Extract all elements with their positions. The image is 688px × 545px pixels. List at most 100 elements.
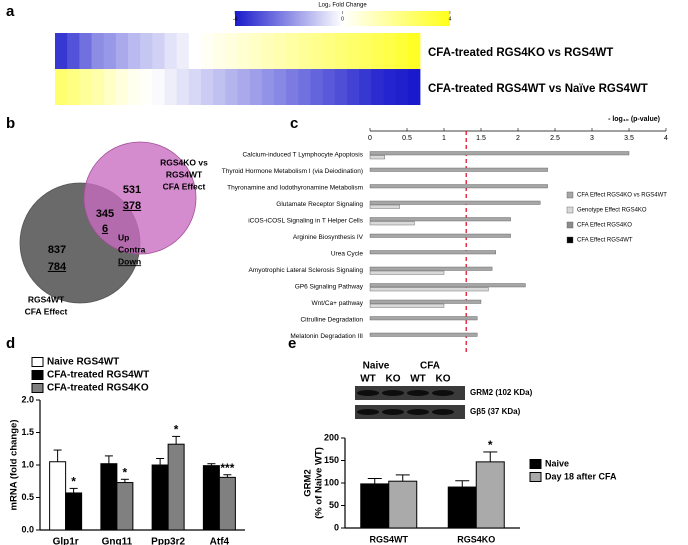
significance: * <box>488 438 493 452</box>
blot-band <box>357 409 379 415</box>
x-tick-label: Atf4 <box>210 537 230 545</box>
bar <box>369 167 548 172</box>
heatmap-cell <box>213 69 226 105</box>
blot-lane-label: WT <box>410 374 426 385</box>
heatmap-cell <box>164 69 178 105</box>
venn-set-label: RGS4WT <box>166 169 203 179</box>
bar <box>369 200 541 205</box>
venn-count: 345 <box>96 208 114 220</box>
blot-band <box>432 390 454 396</box>
legend-label: Day 18 after CFA <box>545 471 617 481</box>
venn-set-label: CFA Effect <box>25 306 68 316</box>
bar <box>100 463 118 531</box>
legend-swatch <box>31 383 44 393</box>
bar <box>369 155 386 160</box>
blot-band <box>357 390 379 396</box>
heatmap-cell <box>140 33 153 69</box>
x-tick-label: 1.5 <box>476 135 486 142</box>
legend-label: Up <box>118 232 129 242</box>
y-axis-title: mRNA (fold change) <box>9 420 20 511</box>
category-label: Urea Cycle <box>331 251 364 258</box>
heatmap-cell <box>152 69 165 105</box>
heatmap-cell <box>176 69 190 105</box>
venn-set-label: RGS4WT <box>28 294 65 304</box>
category-label: GP6 Signaling Pathway <box>295 284 364 291</box>
blot-band-label: GRM2 (102 KDa) <box>470 388 533 397</box>
x-tick-label: 0 <box>368 135 372 142</box>
heatmap-cell <box>103 33 117 69</box>
heatmap-cell <box>261 69 275 105</box>
y-axis-title: GRM2 <box>303 469 314 496</box>
heatmap-cell <box>115 33 129 69</box>
bar <box>475 461 505 529</box>
venn-count: 531 <box>123 184 141 196</box>
row-label: CFA-treated RGS4WT vs Naïve RGS4WT <box>428 83 648 95</box>
legend-label: CFA-treated RGS4KO <box>47 383 149 394</box>
legend-label: CFA-treated RGS4WT <box>47 370 149 381</box>
bar <box>388 480 418 529</box>
heatmap-cell <box>225 33 238 69</box>
category-label: Amyotrophic Lateral Sclerosis Signaling <box>248 267 363 274</box>
colorbar <box>235 11 450 26</box>
blot-band <box>432 409 454 415</box>
heatmap-cell <box>55 33 68 69</box>
bar <box>218 476 236 531</box>
bar <box>369 233 511 238</box>
heatmap-cell <box>310 33 324 69</box>
heatmap-cell <box>395 69 409 105</box>
x-tick-label: 2 <box>516 135 520 142</box>
panel-label: e <box>288 335 296 352</box>
colorbar-tick-label: 0 <box>341 16 344 22</box>
bar <box>65 492 83 531</box>
y-tick-label: 150 <box>324 455 339 465</box>
heatmap-cell <box>383 33 397 69</box>
panel-label: d <box>6 335 15 352</box>
heatmap-cell <box>249 69 263 105</box>
category-label: Calcium-induced T Lymphocyte Apoptosis <box>242 152 363 159</box>
bar <box>202 465 220 531</box>
significance: *** <box>220 461 234 475</box>
x-tick-label: Glp1r <box>53 537 79 545</box>
heatmap-cell <box>115 69 129 105</box>
category-label: Wnt/Ca+ pathway <box>312 300 364 307</box>
blot-band <box>382 409 404 415</box>
heatmap-cell <box>334 33 348 69</box>
heatmap-cell <box>298 69 311 105</box>
bar <box>369 287 489 292</box>
blot-band <box>382 390 404 396</box>
x-tick-label: 0.5 <box>402 135 412 142</box>
blot-band <box>407 390 429 396</box>
legend-label: Contra <box>118 244 146 254</box>
category-label: Arginine Biosynthesis IV <box>293 234 364 241</box>
heatmap-cell <box>322 69 336 105</box>
blot-lane-label: WT <box>360 374 376 385</box>
x-tick-label: RGS4KO <box>457 534 495 544</box>
row-label: CFA-treated RGS4KO vs RGS4WT <box>428 47 613 59</box>
bar <box>369 270 445 275</box>
heatmap-cell <box>322 33 336 69</box>
category-label: Melatonin Degradation III <box>290 333 363 340</box>
heatmap-cell <box>237 69 251 105</box>
legend-label: CFA Effect RGS4WT <box>577 238 633 244</box>
heatmap-cell <box>201 33 214 69</box>
heatmap-cell <box>225 69 238 105</box>
bar <box>369 303 445 308</box>
venn-count: 784 <box>48 261 67 273</box>
significance: * <box>174 423 179 437</box>
panel-label: a <box>6 3 15 20</box>
heatmap-cell <box>67 69 80 105</box>
category-label: Thyronamine and Iodothyronamine Metaboli… <box>227 185 363 192</box>
heatmap-cell <box>249 33 263 69</box>
heatmap-cell <box>188 69 202 105</box>
x-tick-label: Gng11 <box>102 537 133 545</box>
heatmap-cell <box>371 69 384 105</box>
bar <box>369 316 478 321</box>
y-tick-label: 1.0 <box>21 459 34 469</box>
colorbar-tick-label: -4 <box>233 16 238 22</box>
y-tick-label: 1.5 <box>21 427 34 437</box>
heatmap-cell <box>286 33 299 69</box>
heatmap-cell <box>91 69 105 105</box>
blot-group-label: CFA <box>420 361 440 372</box>
heatmap-cell <box>91 33 105 69</box>
bar <box>369 266 493 271</box>
